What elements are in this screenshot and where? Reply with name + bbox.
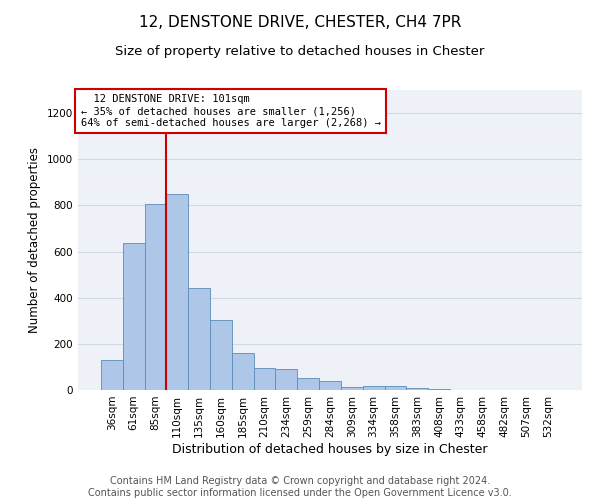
Bar (232, 353, 254, 390)
Y-axis label: Number of detached properties: Number of detached properties (28, 147, 41, 333)
Bar (254, 368, 275, 390)
Bar (101, 360, 123, 390)
Bar (188, 288, 210, 390)
Bar (406, 388, 428, 390)
Bar (341, 386, 363, 390)
Bar (385, 386, 406, 390)
X-axis label: Distribution of detached houses by size in Chester: Distribution of detached houses by size … (172, 442, 488, 456)
Text: 12 DENSTONE DRIVE: 101sqm
← 35% of detached houses are smaller (1,256)
64% of se: 12 DENSTONE DRIVE: 101sqm ← 35% of detac… (80, 94, 380, 128)
Bar (123, 244, 145, 390)
Bar (145, 204, 166, 390)
Bar (319, 381, 341, 390)
Bar (166, 194, 188, 390)
Text: Contains HM Land Registry data © Crown copyright and database right 2024.
Contai: Contains HM Land Registry data © Crown c… (88, 476, 512, 498)
Text: 12, DENSTONE DRIVE, CHESTER, CH4 7PR: 12, DENSTONE DRIVE, CHESTER, CH4 7PR (139, 15, 461, 30)
Bar (363, 386, 385, 390)
Bar (275, 369, 297, 390)
Bar (210, 320, 232, 390)
Bar (297, 378, 319, 390)
Text: Size of property relative to detached houses in Chester: Size of property relative to detached ho… (115, 45, 485, 58)
